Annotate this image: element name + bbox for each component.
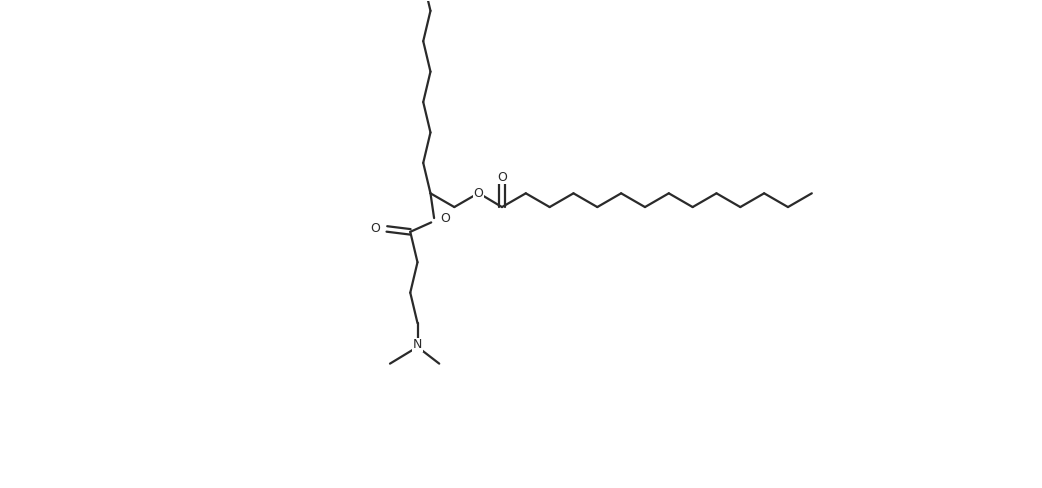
Text: O: O	[497, 171, 506, 183]
Text: O: O	[473, 187, 483, 200]
Text: O: O	[440, 212, 450, 224]
Text: O: O	[371, 223, 380, 235]
Text: N: N	[413, 338, 422, 351]
